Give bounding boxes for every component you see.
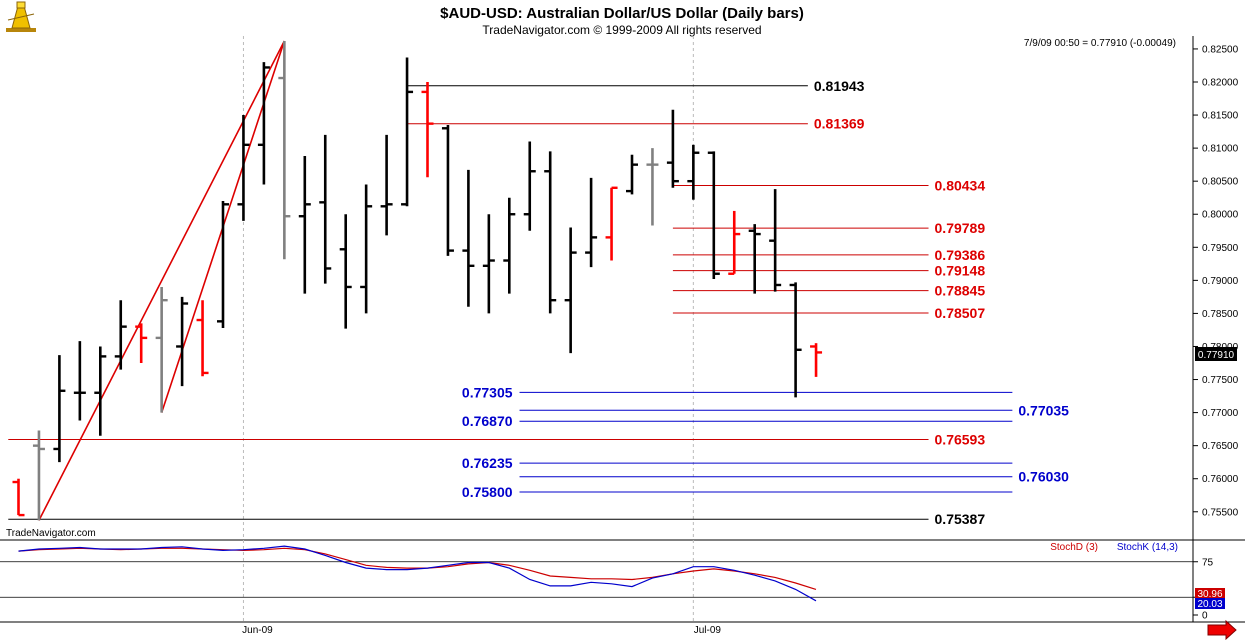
ohlc-bar	[748, 224, 761, 294]
price-tick-label: 0.81500	[1202, 111, 1239, 122]
price-tick-label: 0.79500	[1202, 243, 1239, 254]
ohlc-bar	[421, 81, 434, 178]
level-label: 0.76030	[1018, 469, 1069, 485]
stoch-value-label: 30.96	[1197, 589, 1222, 600]
ohlc-bar	[196, 300, 209, 377]
ohlc-bar	[810, 343, 823, 377]
ohlc-bar	[401, 57, 414, 207]
ohlc-bar	[257, 62, 270, 185]
ohlc-bar	[462, 169, 475, 307]
stoch-d-legend: StochD (3)	[1050, 542, 1098, 553]
ohlc-bar	[605, 186, 618, 261]
price-tick-label: 0.78500	[1202, 309, 1239, 320]
ohlc-bar	[278, 41, 291, 260]
month-label: Jul-09	[694, 625, 722, 636]
level-label: 0.79789	[935, 220, 986, 236]
last-price-tag: 0.77910	[1195, 347, 1237, 361]
price-tick-label: 0.79000	[1202, 276, 1239, 287]
ohlc-bar	[380, 134, 393, 236]
ohlc-bar	[769, 189, 782, 292]
level-label: 0.78507	[935, 305, 986, 321]
ohlc-bar	[176, 296, 189, 387]
ohlc-bar	[441, 124, 454, 256]
ohlc-bar	[32, 430, 45, 521]
ohlc-bar	[789, 282, 802, 398]
ohlc-bar	[135, 323, 148, 364]
level-label: 0.81943	[814, 78, 865, 94]
month-label: Jun-09	[242, 625, 273, 636]
price-tick-label: 0.76000	[1202, 474, 1239, 485]
time-axis: Jun-09 Jul-09	[242, 625, 721, 636]
level-label: 0.77035	[1018, 402, 1069, 418]
trendline	[38, 40, 286, 521]
ohlc-bar	[666, 109, 679, 188]
price-tick-label: 0.80000	[1202, 210, 1239, 221]
price-tick-label: 0.77000	[1202, 408, 1239, 419]
lighthouse-logo-icon	[6, 1, 36, 32]
watermark-text: TradeNavigator.com	[6, 528, 96, 539]
ohlc-bar	[155, 286, 168, 413]
ohlc-bar	[728, 210, 741, 275]
ohlc-bar	[237, 115, 250, 221]
price-axis: 0.82500 0.82000 0.81500 0.81000 0.80500 0.800…	[1193, 44, 1239, 518]
ohlc-bar	[707, 151, 720, 280]
stoch-tick-label: 75	[1202, 557, 1214, 568]
ohlc-bar	[217, 201, 229, 328]
price-tick-label: 0.77500	[1202, 375, 1239, 386]
stoch-value-tag	[1195, 588, 1225, 599]
ohlc-bar	[12, 478, 25, 517]
ohlc-bar	[73, 341, 86, 421]
level-label: 0.81369	[814, 116, 865, 132]
level-label: 0.75800	[462, 484, 513, 500]
ohlc-bar	[687, 144, 700, 200]
stoch-k-legend: StochK (14,3)	[1117, 542, 1178, 553]
quote-readout: 7/9/09 00:50 = 0.77910 (-0.00049)	[1024, 38, 1176, 49]
chart-title: $AUD-USD: Australian Dollar/US Dollar (D…	[440, 5, 804, 22]
stoch-tick-label: 0	[1202, 611, 1208, 622]
trendlines	[38, 40, 286, 521]
ohlc-bar	[503, 197, 516, 294]
ohlc-bar	[339, 214, 352, 329]
level-label: 0.79386	[935, 247, 986, 263]
ohlc-bar	[53, 355, 66, 463]
level-label: 0.79148	[935, 263, 986, 279]
price-bars	[12, 41, 823, 521]
ohlc-bar	[298, 156, 311, 294]
ohlc-bar	[114, 300, 127, 370]
price-tick-label: 0.82500	[1202, 44, 1239, 55]
red-arrow-right-icon[interactable]	[1207, 619, 1237, 640]
stoch-k-line	[18, 545, 817, 602]
ohlc-bar	[94, 346, 107, 436]
copyright-text: TradeNavigator.com © 1999-2009 All right…	[482, 23, 761, 37]
price-tick-label: 0.81000	[1202, 144, 1239, 155]
ohlc-bar	[646, 148, 659, 226]
stoch-value-tag	[1195, 598, 1225, 609]
level-label: 0.76593	[935, 432, 986, 448]
level-label: 0.80434	[935, 178, 986, 194]
price-tick-label: 0.82000	[1202, 77, 1239, 88]
ohlc-bar	[564, 227, 577, 354]
ohlc-bar	[482, 214, 495, 314]
ohlc-bar	[585, 177, 598, 268]
level-label: 0.77305	[462, 384, 513, 400]
ohlc-bar	[523, 141, 536, 231]
stoch-value-label: 20.03	[1197, 599, 1222, 610]
ohlc-bar	[319, 134, 332, 284]
last-price-label: 0.77910	[1198, 350, 1235, 361]
ohlc-bar	[626, 154, 638, 195]
ohlc-bar	[360, 184, 373, 314]
ohlc-bar	[544, 151, 557, 314]
price-tick-label: 0.76500	[1202, 441, 1239, 452]
level-label: 0.78845	[935, 283, 986, 299]
price-tick-label: 0.80500	[1202, 177, 1239, 188]
price-tick-label: 0.75500	[1202, 507, 1239, 518]
level-label: 0.76870	[462, 413, 513, 429]
level-label: 0.75387	[935, 511, 986, 527]
level-label: 0.76235	[462, 455, 513, 471]
support-resistance-levels: 0.81943 0.81369 0.80434 0.79789 0.793860.791…	[8, 78, 1069, 527]
